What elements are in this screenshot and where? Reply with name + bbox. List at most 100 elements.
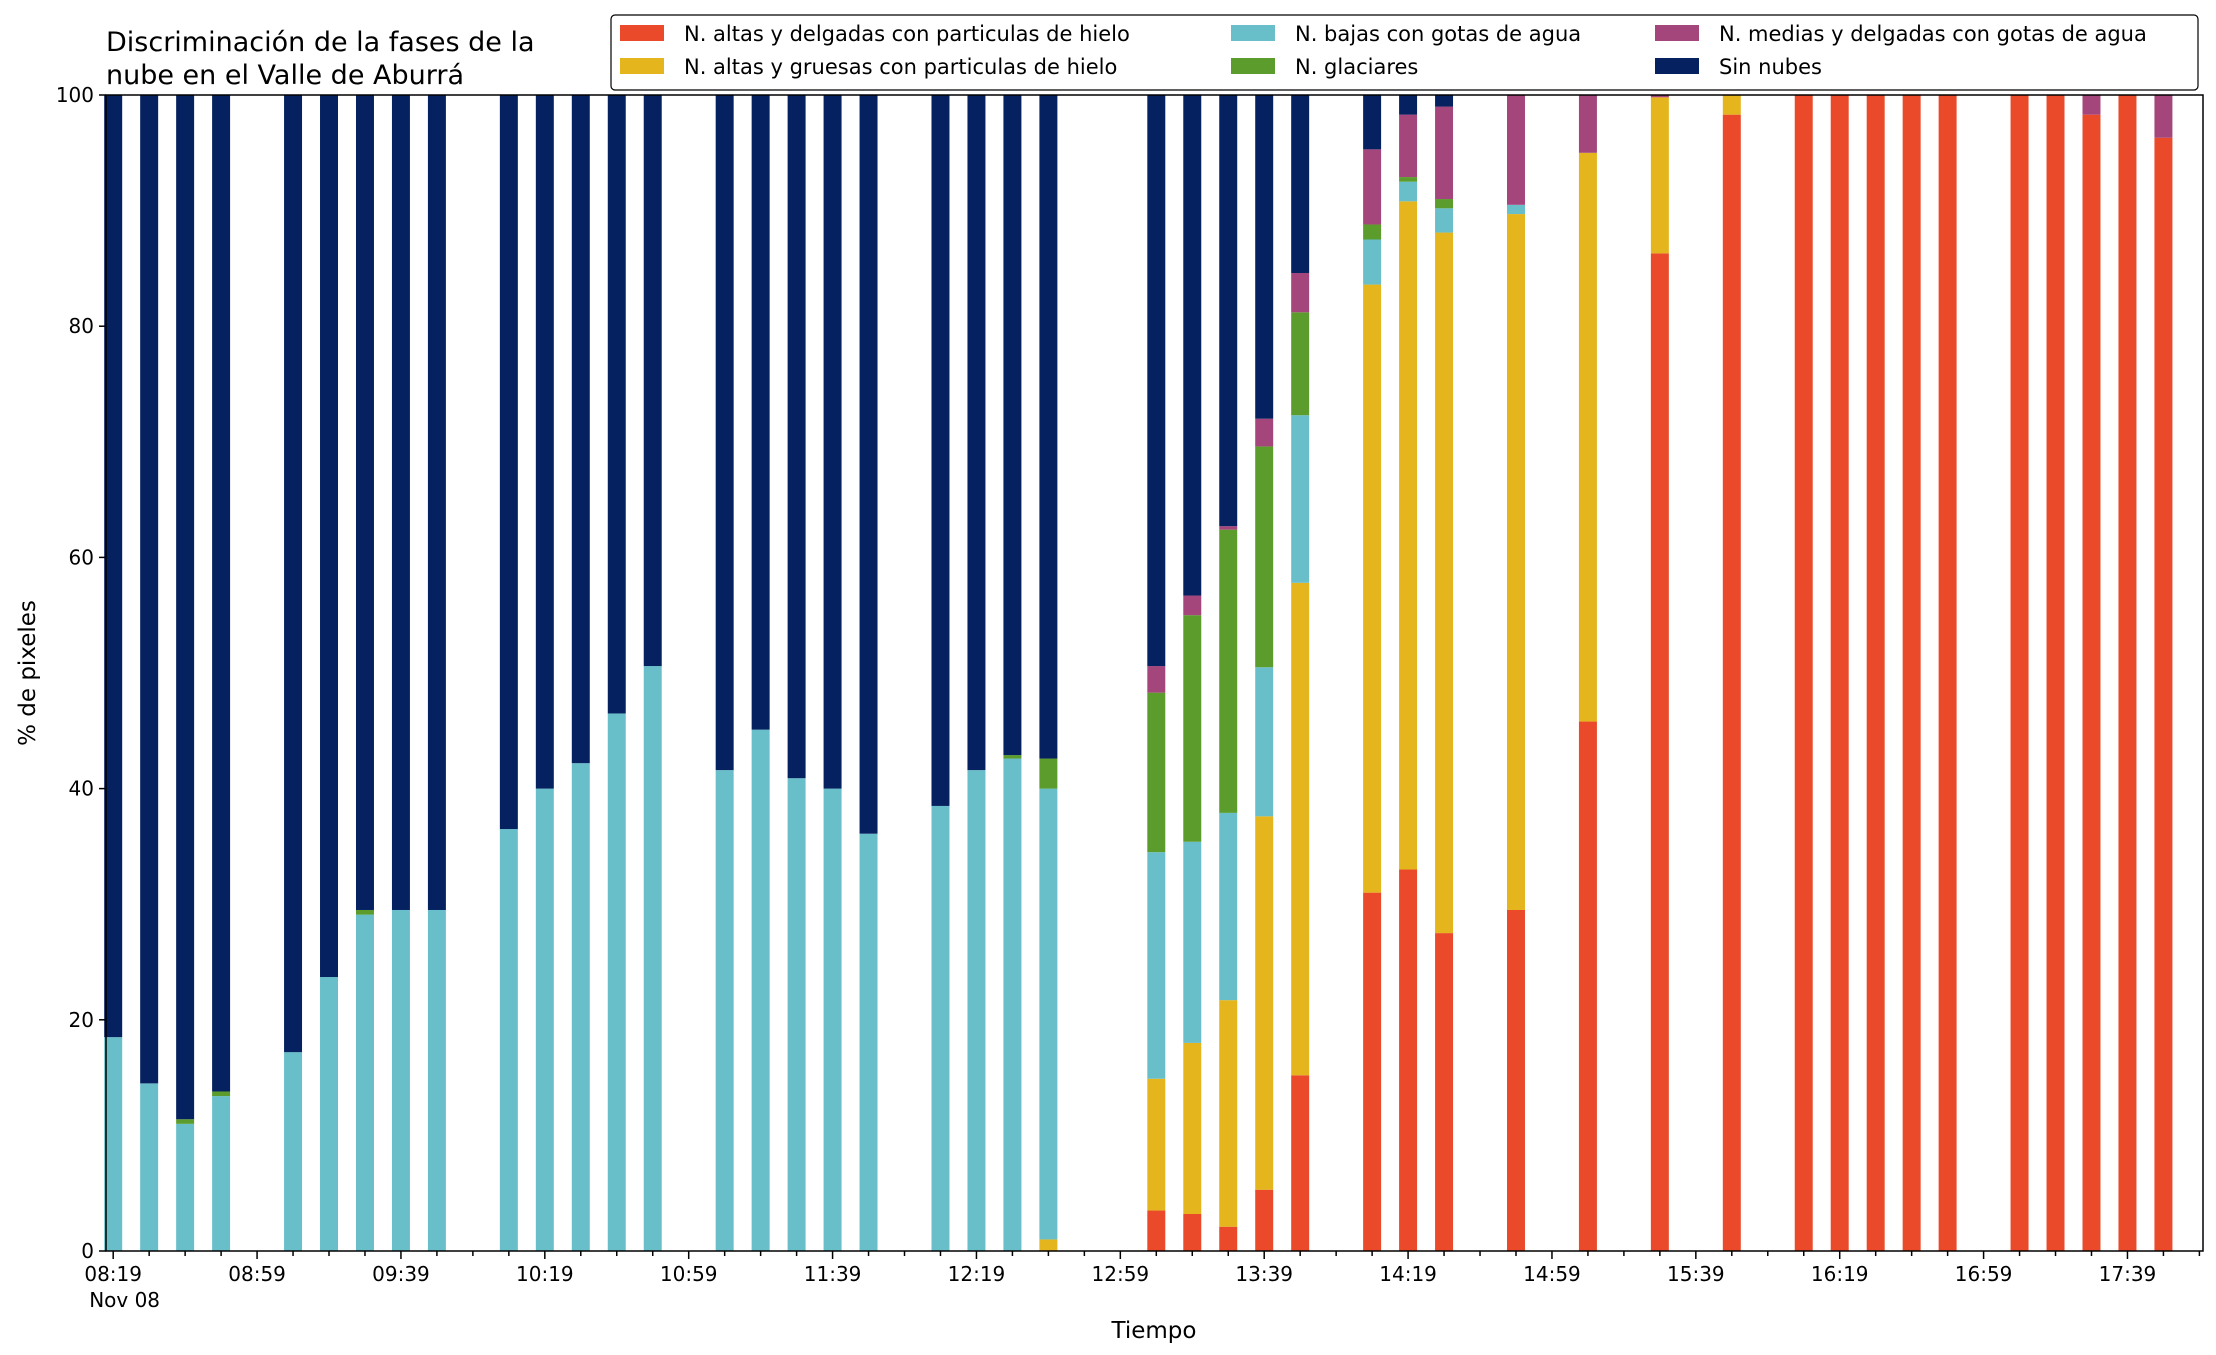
bar-segment: [535, 95, 554, 789]
y-tick-label: 20: [69, 1008, 94, 1032]
y-tick-label: 60: [69, 545, 94, 569]
bar-segment: [1902, 95, 1921, 1251]
bar-segment: [1183, 1214, 1202, 1251]
bar-segment: [1255, 816, 1274, 1190]
bar-segment: [212, 1091, 231, 1097]
bar-segment: [1183, 1042, 1202, 1215]
bar-segment: [1650, 253, 1669, 1251]
x-tick-label: 09:39: [372, 1262, 430, 1286]
legend-swatch: [1231, 58, 1275, 74]
bar-segment: [1363, 95, 1382, 150]
bar-segment: [2154, 95, 2173, 138]
legend-swatch: [1655, 58, 1699, 74]
bar-segment: [1435, 208, 1454, 233]
bar-segment: [212, 95, 231, 1092]
bar-segment: [1039, 758, 1058, 789]
y-tick-label: 100: [56, 83, 94, 107]
bar-segment: [1507, 95, 1525, 205]
chart-title-line-2: nube en el Valle de Aburrá: [106, 60, 464, 91]
bar-segment: [176, 1123, 195, 1251]
bar-segment: [1039, 95, 1058, 759]
legend-label: N. glaciares: [1295, 55, 1418, 79]
bar-segment: [1147, 852, 1166, 1079]
bar-segment: [391, 909, 410, 1251]
x-tick-label: 17:39: [2099, 1262, 2157, 1286]
bar-segment: [212, 1096, 231, 1251]
bar-segment: [320, 95, 338, 978]
bar-segment: [1578, 95, 1597, 153]
bar-segment: [104, 1037, 123, 1251]
x-tick-label: 15:39: [1667, 1262, 1725, 1286]
bar-segment: [607, 713, 626, 1251]
bar-segment: [1291, 582, 1310, 1076]
bar-segment: [1291, 312, 1310, 416]
legend-swatch: [1655, 25, 1699, 41]
bar-segment: [355, 914, 374, 1251]
bar-segment: [2118, 95, 2137, 1251]
bar-segment: [1147, 1210, 1166, 1251]
bar-segment: [1219, 529, 1238, 813]
bar-segment: [1255, 418, 1274, 447]
bar-segment: [1435, 232, 1454, 934]
bar-segment: [1255, 95, 1274, 419]
bar-segment: [1399, 181, 1418, 202]
bar-segment: [715, 770, 734, 1251]
x-tick-label: 11:39: [804, 1262, 862, 1286]
bar-segment: [1507, 214, 1525, 910]
y-tick-label: 0: [81, 1239, 94, 1263]
bar-segment: [1039, 1239, 1058, 1251]
bar-segment: [1363, 239, 1382, 285]
bar-segment: [751, 729, 770, 1251]
bar-segment: [284, 1052, 303, 1251]
legend-swatch: [620, 25, 664, 41]
legend-label: N. bajas con gotas de agua: [1295, 22, 1581, 46]
bar-segment: [1183, 841, 1202, 1043]
bar-segment: [1147, 95, 1166, 667]
bar-segment: [1255, 1189, 1274, 1251]
bar-segment: [1399, 177, 1418, 182]
bar-segment: [1219, 95, 1238, 527]
x-axis-label: Tiempo: [1111, 1318, 1197, 1344]
bar-segment: [176, 1119, 195, 1124]
y-tick-label: 40: [69, 777, 94, 801]
bar-segment: [1507, 204, 1525, 215]
legend-label: N. medias y delgadas con gotas de agua: [1719, 22, 2147, 46]
bar-segment: [1363, 284, 1382, 893]
bar-segment: [1435, 933, 1454, 1251]
bar-segment: [967, 95, 986, 771]
bar-segment: [1183, 95, 1202, 596]
bar-segment: [2010, 95, 2029, 1251]
bar-segment: [1291, 95, 1310, 274]
x-tick-label: 16:19: [1811, 1262, 1869, 1286]
bar-segment: [427, 95, 446, 910]
bar-segment: [1722, 114, 1741, 1251]
x-tick-date-label: Nov 08: [89, 1288, 160, 1312]
bar-segment: [571, 95, 590, 764]
bar-segment: [1291, 415, 1310, 583]
bar-segment: [1255, 667, 1274, 817]
y-axis: 0 20 40 60 80 100: [56, 83, 106, 1263]
bar-segment: [1722, 95, 1741, 115]
bar-segment: [1399, 869, 1418, 1251]
bar-segment: [499, 829, 518, 1251]
bar-segment: [1435, 106, 1454, 200]
legend-label: N. altas y delgadas con particulas de hi…: [684, 22, 1130, 46]
bar-segment: [1435, 199, 1454, 209]
bar-segment: [535, 788, 554, 1251]
bar-segment: [1794, 95, 1813, 1251]
x-tick-label: 13:39: [1235, 1262, 1293, 1286]
bar-segment: [967, 770, 986, 1251]
bar-segment: [1183, 595, 1202, 616]
bar-segment: [1650, 97, 1669, 254]
bar-segment: [499, 95, 518, 830]
bar-segment: [320, 977, 338, 1251]
legend-swatch: [620, 58, 664, 74]
bars-group: [104, 95, 2173, 1251]
bar-segment: [1830, 95, 1849, 1251]
bar-segment: [1363, 224, 1382, 240]
y-tick-label: 80: [69, 314, 94, 338]
bar-segment: [355, 909, 374, 915]
bar-segment: [787, 95, 806, 779]
bar-segment: [1147, 1078, 1166, 1211]
